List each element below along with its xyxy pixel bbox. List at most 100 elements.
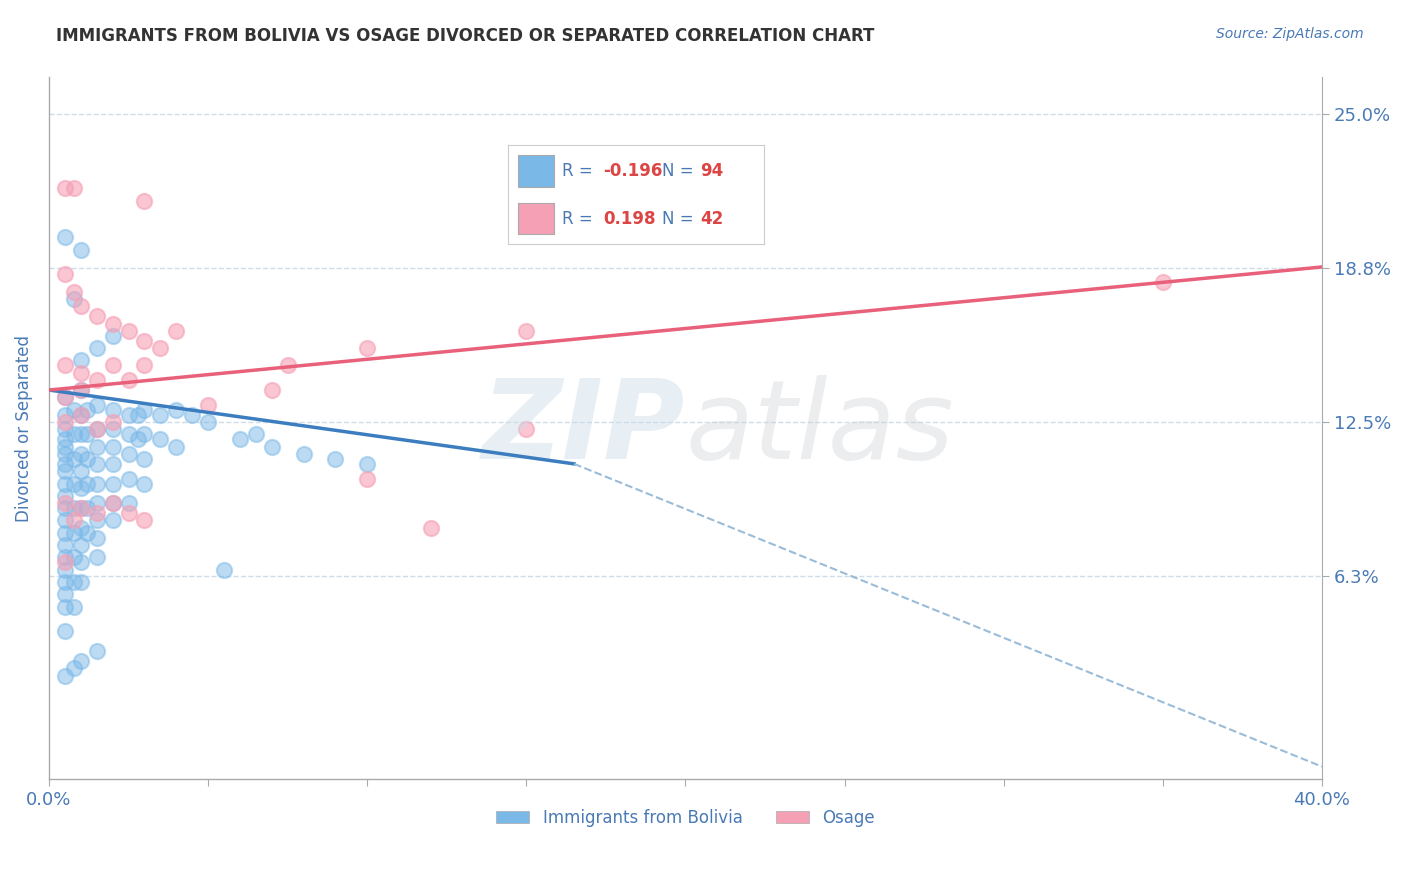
- Point: [69, 574, 91, 589]
- Point: [86, 341, 108, 355]
- Point: [134, 427, 156, 442]
- Text: ZIP: ZIP: [482, 375, 686, 482]
- Point: [69, 408, 91, 422]
- Point: [245, 427, 267, 442]
- Point: [53, 268, 76, 282]
- Text: N =: N =: [662, 161, 699, 179]
- Point: [69, 482, 91, 496]
- Point: [76, 452, 98, 467]
- Point: [63, 513, 86, 527]
- Text: IMMIGRANTS FROM BOLIVIA VS OSAGE DIVORCED OR SEPARATED CORRELATION CHART: IMMIGRANTS FROM BOLIVIA VS OSAGE DIVORCE…: [56, 27, 875, 45]
- Point: [53, 587, 76, 601]
- Point: [53, 457, 76, 471]
- Point: [63, 181, 86, 195]
- Point: [197, 398, 219, 412]
- Point: [53, 563, 76, 577]
- Point: [165, 324, 187, 338]
- Point: [63, 525, 86, 540]
- Point: [69, 427, 91, 442]
- Point: [53, 624, 76, 639]
- Text: 94: 94: [700, 161, 724, 179]
- Point: [117, 427, 139, 442]
- Point: [149, 432, 172, 446]
- Point: [165, 402, 187, 417]
- Point: [53, 538, 76, 552]
- Text: atlas: atlas: [686, 375, 955, 482]
- Point: [101, 422, 124, 436]
- Text: R =: R =: [562, 210, 603, 227]
- Point: [63, 476, 86, 491]
- Point: [53, 408, 76, 422]
- Point: [101, 415, 124, 429]
- Point: [69, 408, 91, 422]
- Point: [260, 383, 283, 397]
- Point: [76, 525, 98, 540]
- Point: [53, 440, 76, 454]
- Point: [86, 476, 108, 491]
- Point: [69, 353, 91, 368]
- Point: [69, 538, 91, 552]
- Point: [101, 496, 124, 510]
- Point: [86, 398, 108, 412]
- Point: [86, 506, 108, 520]
- Point: [69, 383, 91, 397]
- Point: [229, 432, 252, 446]
- Point: [53, 550, 76, 565]
- Point: [356, 457, 378, 471]
- Point: [86, 496, 108, 510]
- Point: [101, 440, 124, 454]
- Point: [134, 476, 156, 491]
- Point: [149, 408, 172, 422]
- Point: [86, 531, 108, 545]
- Point: [260, 440, 283, 454]
- Point: [53, 501, 76, 516]
- Point: [76, 476, 98, 491]
- Point: [86, 373, 108, 387]
- Point: [63, 402, 86, 417]
- Point: [197, 415, 219, 429]
- Point: [212, 563, 235, 577]
- Point: [515, 324, 537, 338]
- Point: [101, 513, 124, 527]
- Point: [86, 422, 108, 436]
- Point: [117, 472, 139, 486]
- Point: [53, 489, 76, 503]
- Point: [127, 432, 149, 446]
- Text: 42: 42: [700, 210, 724, 227]
- Point: [76, 501, 98, 516]
- Point: [69, 366, 91, 380]
- Point: [53, 464, 76, 478]
- Point: [53, 496, 76, 510]
- Point: [53, 555, 76, 569]
- Point: [292, 447, 315, 461]
- Point: [86, 440, 108, 454]
- Point: [117, 373, 139, 387]
- Point: [53, 230, 76, 244]
- Point: [134, 194, 156, 208]
- Point: [86, 550, 108, 565]
- Point: [53, 422, 76, 436]
- Point: [515, 422, 537, 436]
- Text: R =: R =: [562, 161, 598, 179]
- Point: [181, 408, 204, 422]
- Point: [69, 243, 91, 257]
- Point: [53, 476, 76, 491]
- Point: [69, 299, 91, 313]
- Point: [165, 440, 187, 454]
- Point: [53, 391, 76, 405]
- Point: [86, 513, 108, 527]
- Point: [149, 341, 172, 355]
- Text: -0.196: -0.196: [603, 161, 662, 179]
- Point: [101, 317, 124, 331]
- Point: [63, 599, 86, 614]
- FancyBboxPatch shape: [519, 202, 554, 235]
- Point: [134, 452, 156, 467]
- Point: [101, 329, 124, 343]
- Text: N =: N =: [662, 210, 699, 227]
- Text: Source: ZipAtlas.com: Source: ZipAtlas.com: [1216, 27, 1364, 41]
- Point: [101, 457, 124, 471]
- Point: [1152, 275, 1174, 289]
- Point: [134, 402, 156, 417]
- Point: [53, 574, 76, 589]
- Point: [53, 525, 76, 540]
